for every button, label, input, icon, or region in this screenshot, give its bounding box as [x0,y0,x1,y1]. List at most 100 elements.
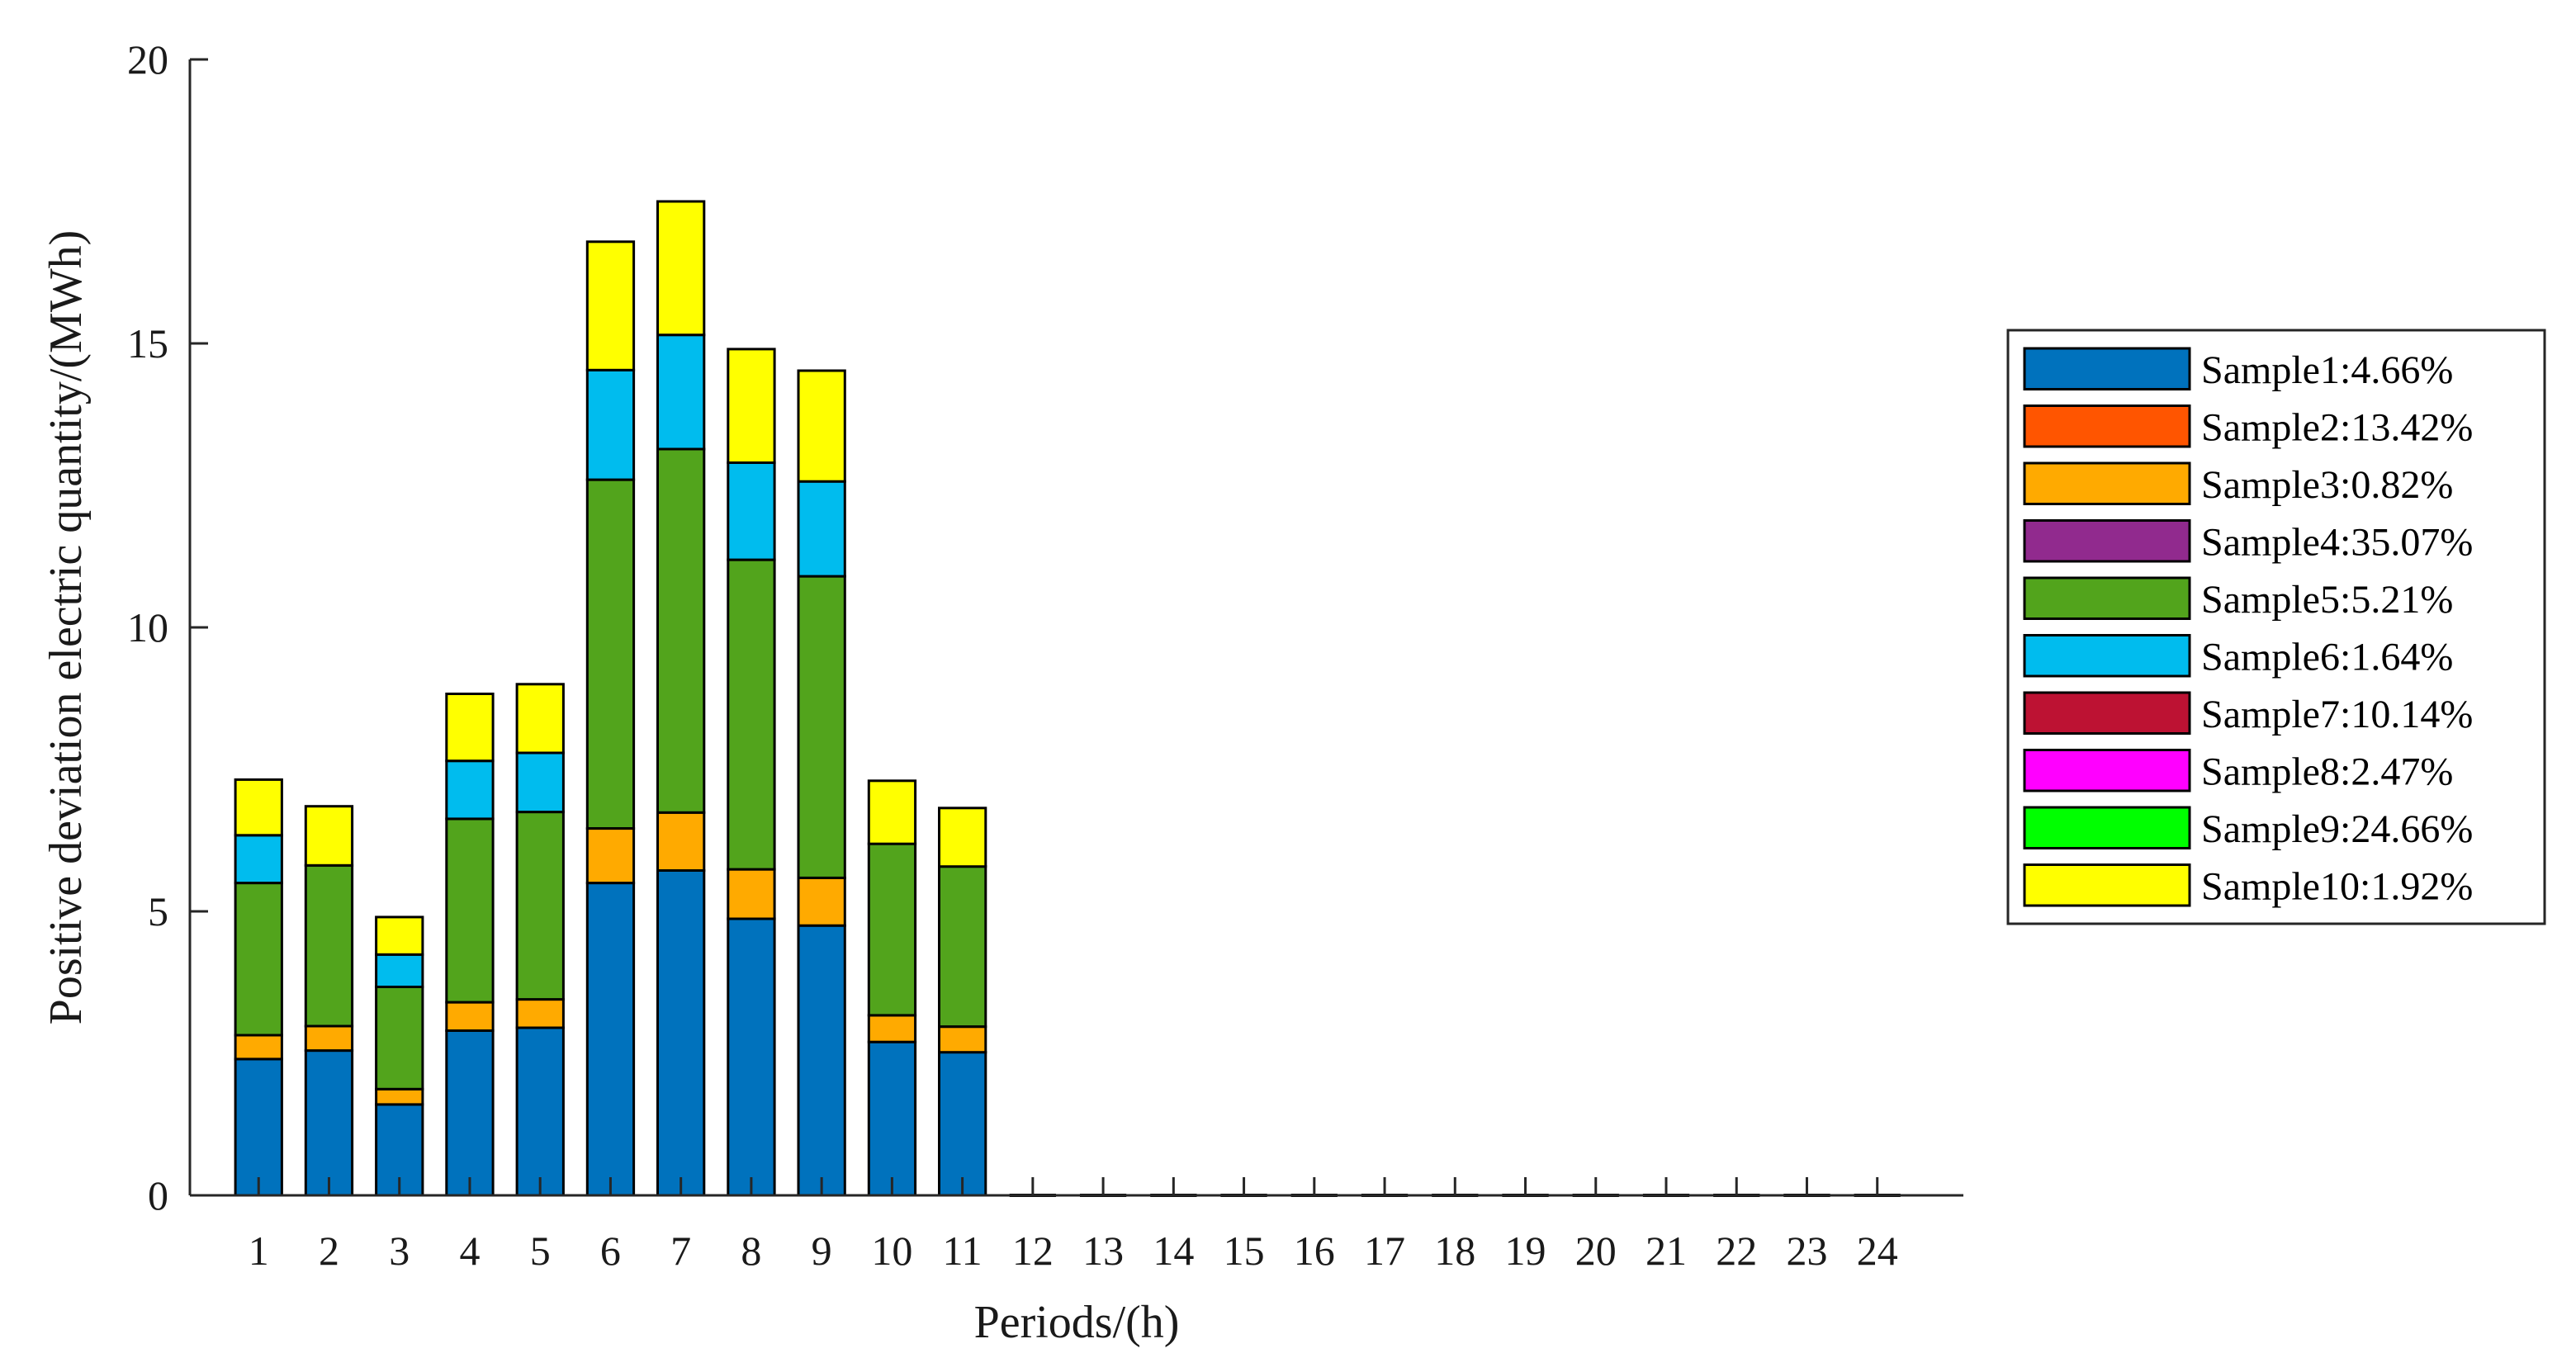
bar-segment [938,1051,987,1197]
y-axis-title: Positive deviation electric quantity/(MW… [40,230,92,1025]
bar-segment [867,1040,917,1197]
legend-swatch [2023,405,2191,448]
x-tick-label: 18 [1434,1228,1475,1274]
bar-segment [304,1049,354,1197]
bar-segment [585,368,636,481]
bar-segment [234,1057,283,1197]
x-tick-label: 22 [1716,1228,1757,1274]
bar-segment [656,334,706,451]
legend-label: Sample7:10.14% [2201,693,2473,736]
bar-segment [938,807,987,868]
bar-segment [375,986,424,1091]
y-tick-label: 15 [127,320,168,367]
bar-segment [375,953,424,989]
x-tick-label: 3 [389,1228,410,1274]
bar-segment [445,817,495,1004]
bar-segment [515,683,565,755]
bar-segment [515,811,565,1001]
bar-segment [867,842,917,1017]
x-tick-label: 17 [1364,1228,1405,1274]
x-tick-label: 4 [459,1228,480,1274]
bar-segment [445,693,495,763]
axes-layer [188,58,1963,1197]
legend-label: Sample5:5.21% [2201,578,2453,622]
legend-swatch [2023,863,2191,907]
bar-segment [727,558,776,871]
x-tick-label: 2 [319,1228,339,1274]
bar-segment [585,882,636,1197]
legend-label: Sample1:4.66% [2201,348,2453,392]
bar-segment [515,998,565,1029]
legend-label: Sample6:1.64% [2201,635,2453,679]
x-tick-label: 23 [1786,1228,1827,1274]
x-tick-label: 1 [249,1228,269,1274]
x-tick-label: 11 [943,1228,983,1274]
bar-segment [585,478,636,830]
bar-segment [727,461,776,561]
bars-layer [234,200,1901,1197]
bar-segment [656,447,706,814]
bar-segment [585,827,636,885]
bar-segment [234,778,283,837]
legend-swatch [2023,347,2191,390]
bar-segment [797,876,846,927]
bar-segment [234,882,283,1037]
x-tick-label: 10 [871,1228,912,1274]
x-tick-label: 21 [1646,1228,1687,1274]
bar-segment [515,1026,565,1197]
x-tick-label: 13 [1082,1228,1124,1274]
y-tick-label: 10 [127,604,168,651]
y-tick-label: 0 [148,1172,168,1218]
legend-swatch [2023,749,2191,792]
x-tick-label: 24 [1857,1228,1898,1274]
legend-label: Sample8:2.47% [2201,750,2453,793]
legend-swatch [2023,691,2191,735]
bar-segment [938,865,987,1029]
y-tick-label: 20 [127,36,168,83]
x-tick-label: 6 [600,1228,621,1274]
bar-segment [656,811,706,872]
x-tick-label: 20 [1575,1228,1617,1274]
bar-segment [585,240,636,371]
x-tick-label: 15 [1224,1228,1265,1274]
bar-segment [515,751,565,814]
x-tick-label: 5 [530,1228,551,1274]
bar-segment [304,805,354,867]
bar-segment [304,863,354,1028]
bar-segment [727,348,776,464]
x-tick-label: 7 [670,1228,691,1274]
legend-swatch [2023,519,2191,563]
x-tick-label: 9 [812,1228,832,1274]
legend-label: Sample9:24.66% [2201,807,2473,851]
bar-segment [234,834,283,885]
bar-segment [375,915,424,956]
x-tick-label: 16 [1294,1228,1335,1274]
bar-segment [867,779,917,845]
y-tick-label: 5 [148,888,168,934]
bar-segment [375,1087,424,1106]
bar-segment [445,759,495,821]
legend-label: Sample3:0.82% [2201,463,2453,507]
x-tick-label: 8 [741,1228,761,1274]
bar-segment [445,1029,495,1197]
bar-segment [867,1014,917,1043]
bar-segment [445,1001,495,1032]
bar-segment [234,1034,283,1061]
legend-swatch [2023,806,2191,849]
x-axis-title: Periods/(h) [974,1297,1180,1348]
legend-label: Sample2:13.42% [2201,405,2473,449]
x-tick-label: 14 [1153,1228,1194,1274]
legend-label: Sample10:1.92% [2201,864,2473,908]
legend-swatch [2023,461,2191,505]
legend-label: Sample4:35.07% [2201,520,2473,564]
bar-segment [656,869,706,1197]
legend-swatch [2023,576,2191,620]
bar-segment [304,1024,354,1053]
bar-segment [938,1025,987,1054]
bar-segment [727,917,776,1197]
x-tick-label: 12 [1012,1228,1054,1274]
bar-segment [797,575,846,879]
bar-segment [797,924,846,1197]
